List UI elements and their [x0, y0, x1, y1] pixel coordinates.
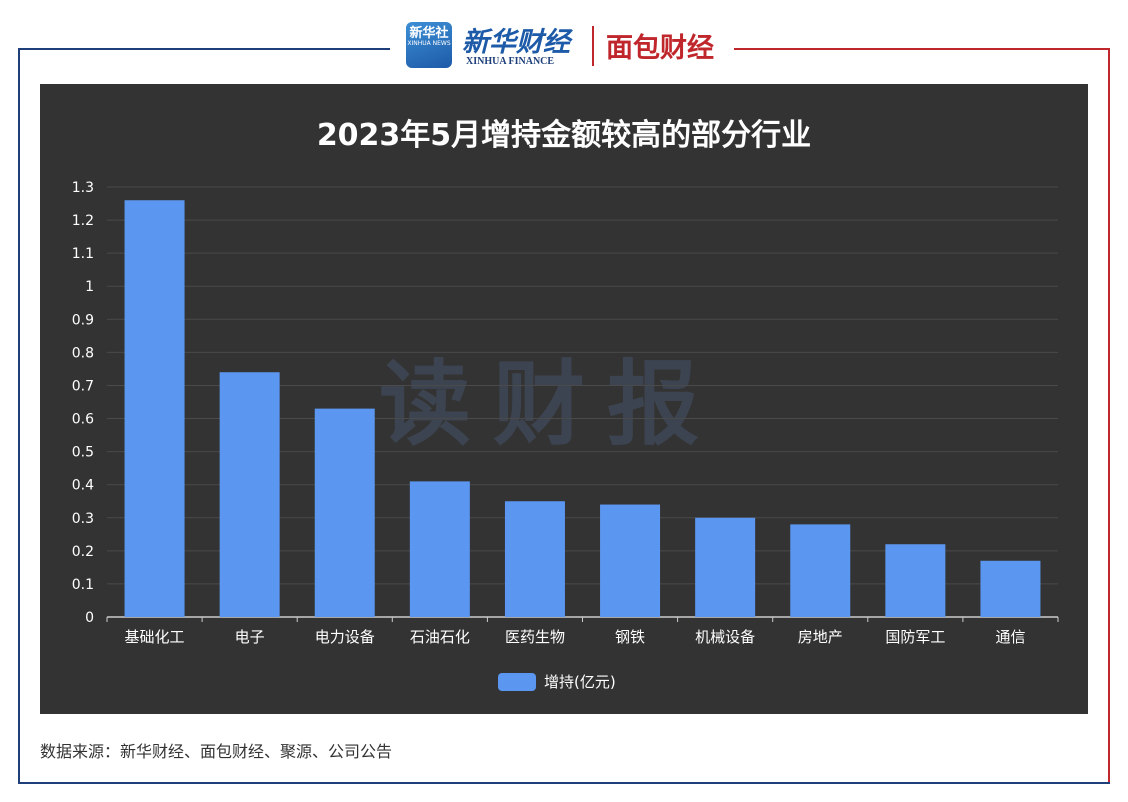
- frame-bottom: [18, 782, 1110, 784]
- y-tick-label: 0.2: [72, 544, 94, 560]
- bar: [124, 200, 185, 617]
- mianbao-finance-logo: 面包财经: [606, 33, 714, 64]
- chart-title: 2023年5月增持金额较高的部分行业: [316, 118, 812, 153]
- xinhua-finance-logo-cn: 新华财经: [462, 27, 570, 58]
- y-tick-label: 0.3: [72, 511, 94, 527]
- y-tick-label: 0.5: [72, 445, 94, 461]
- x-tick-label: 医药生物: [505, 628, 565, 646]
- x-tick-label: 房地产: [798, 628, 843, 646]
- frame-top-right: [734, 48, 1110, 50]
- y-tick-label: 0.1: [72, 577, 94, 593]
- y-tick-label: 0.7: [72, 378, 94, 394]
- y-tick-label: 1.3: [72, 180, 94, 196]
- y-tick-label: 1: [85, 279, 94, 295]
- bar: [600, 504, 661, 617]
- frame-top-left: [18, 48, 390, 50]
- x-tick-label: 基础化工: [125, 628, 185, 646]
- bar: [980, 560, 1041, 617]
- frame-right: [1108, 48, 1110, 784]
- frame-left: [18, 48, 20, 784]
- bar: [409, 481, 470, 617]
- logo-divider: [592, 26, 594, 66]
- bar: [695, 517, 756, 617]
- y-tick-label: 0.8: [72, 345, 94, 361]
- header-logos: 新华社 XINHUA NEWS 新华财经 XINHUA FINANCE 面包财经: [400, 18, 730, 70]
- bar: [314, 408, 375, 617]
- watermark: 读财报: [378, 351, 721, 458]
- x-tick-label: 机械设备: [695, 628, 755, 646]
- bar: [885, 544, 946, 617]
- x-tick-label: 国防军工: [885, 628, 945, 646]
- source-note: 数据来源：新华财经、面包财经、聚源、公司公告: [40, 742, 393, 761]
- x-tick-label: 通信: [995, 628, 1025, 646]
- y-tick-label: 0.6: [72, 412, 94, 428]
- y-tick-label: 1.2: [72, 213, 94, 229]
- bar: [504, 501, 565, 617]
- xinhua-news-logo: 新华社 XINHUA NEWS: [406, 22, 452, 68]
- x-tick-label: 钢铁: [615, 628, 645, 646]
- y-tick-label: 0.4: [72, 478, 94, 494]
- x-tick-label: 电力设备: [315, 628, 375, 646]
- y-tick-label: 1.1: [72, 246, 94, 262]
- bar: [219, 372, 280, 617]
- legend-swatch: [498, 673, 536, 691]
- y-tick-label: 0: [85, 610, 94, 626]
- bar: [790, 524, 851, 617]
- y-tick-label: 0.9: [72, 312, 94, 328]
- xinhua-finance-logo-en: XINHUA FINANCE: [466, 56, 555, 67]
- legend-label: 增持(亿元): [544, 673, 616, 691]
- x-tick-label: 电子: [235, 628, 265, 646]
- x-tick-label: 石油石化: [410, 628, 470, 646]
